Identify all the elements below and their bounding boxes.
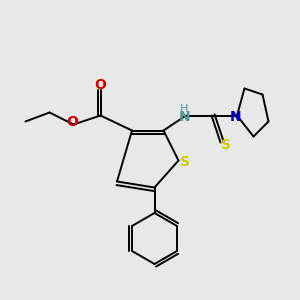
Text: S: S — [221, 138, 231, 152]
Text: O: O — [66, 115, 78, 128]
Text: N: N — [230, 110, 241, 124]
Text: S: S — [180, 155, 190, 169]
Text: H: H — [180, 104, 189, 114]
Text: N: N — [179, 110, 190, 124]
Text: O: O — [94, 78, 106, 92]
